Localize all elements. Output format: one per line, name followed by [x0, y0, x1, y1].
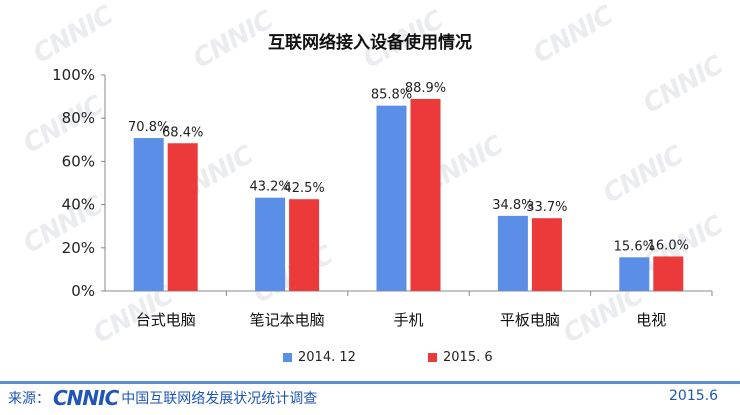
bar	[167, 143, 198, 291]
footer-source-label: 来源：	[8, 391, 50, 407]
footer-divider	[0, 381, 740, 384]
data-label: 88.9%	[405, 81, 446, 96]
bar	[255, 197, 286, 291]
data-label: 33.7%	[526, 200, 567, 215]
bar	[653, 256, 684, 291]
bar	[376, 105, 407, 291]
data-label: 15.6%	[614, 239, 655, 254]
bar	[133, 138, 164, 291]
data-label: 70.8%	[128, 120, 169, 135]
bar	[497, 215, 528, 291]
legend-label-2015: 2015. 6	[443, 350, 493, 365]
bar-chart: 0% 20% 40% 60% 80% 100% 台式电脑 70.8%68.4% 笔记本电脑 43.…	[52, 66, 713, 329]
cnnic-logo: CNNIC	[53, 386, 119, 410]
footer-date: 2015.6	[669, 388, 718, 404]
y-tick-label: 0%	[71, 282, 95, 300]
y-tick-label: 80%	[62, 109, 95, 127]
data-label: 34.8%	[492, 198, 533, 213]
x-tick-label: 手机	[393, 311, 423, 329]
bar	[410, 98, 441, 291]
legend-label-2014: 2014. 12	[298, 350, 356, 365]
data-label: 68.4%	[162, 125, 203, 140]
x-tick-label: 台式电脑	[136, 311, 196, 329]
bar	[531, 218, 562, 291]
y-tick-label: 20%	[62, 239, 95, 257]
data-label: 42.5%	[283, 181, 324, 196]
chart-title: 互联网络接入设备使用情况	[268, 33, 472, 53]
footer-source: 来源： CNNIC 中国互联网络发展状况统计调查	[8, 386, 317, 410]
bar	[289, 199, 320, 291]
y-tick-label: 100%	[52, 66, 95, 84]
x-tick-label: 电视	[636, 311, 666, 329]
legend-item-2014: 2014. 12	[283, 350, 356, 365]
y-tick-label: 60%	[62, 152, 95, 170]
legend-swatch-2014	[283, 353, 292, 362]
legend-item-2015: 2015. 6	[428, 350, 493, 365]
data-label: 16.0%	[648, 238, 689, 253]
data-label: 43.2%	[249, 180, 290, 195]
legend-swatch-2015	[428, 353, 437, 362]
x-tick-label: 笔记本电脑	[250, 311, 325, 329]
bar	[619, 257, 650, 291]
x-tick-label: 平板电脑	[500, 311, 560, 329]
y-tick-label: 40%	[62, 196, 95, 214]
data-label: 85.8%	[371, 88, 412, 103]
footer-org-name: 中国互联网络发展状况统计调查	[121, 391, 318, 407]
